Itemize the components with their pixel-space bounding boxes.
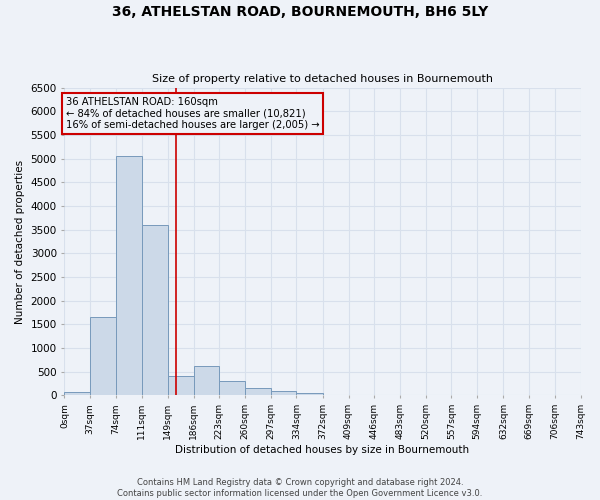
Bar bbox=[296, 392, 323, 396]
Bar bbox=[90, 318, 116, 396]
Bar bbox=[245, 388, 271, 396]
Title: Size of property relative to detached houses in Bournemouth: Size of property relative to detached ho… bbox=[152, 74, 493, 84]
X-axis label: Distribution of detached houses by size in Bournemouth: Distribution of detached houses by size … bbox=[175, 445, 470, 455]
Text: 36 ATHELSTAN ROAD: 160sqm
← 84% of detached houses are smaller (10,821)
16% of s: 36 ATHELSTAN ROAD: 160sqm ← 84% of detac… bbox=[66, 97, 319, 130]
Text: 36, ATHELSTAN ROAD, BOURNEMOUTH, BH6 5LY: 36, ATHELSTAN ROAD, BOURNEMOUTH, BH6 5LY bbox=[112, 5, 488, 19]
Bar bbox=[194, 366, 220, 396]
Bar bbox=[220, 381, 245, 396]
Bar bbox=[142, 225, 168, 396]
Text: Contains HM Land Registry data © Crown copyright and database right 2024.
Contai: Contains HM Land Registry data © Crown c… bbox=[118, 478, 482, 498]
Bar bbox=[64, 392, 90, 396]
Bar bbox=[116, 156, 142, 396]
Bar bbox=[168, 376, 194, 396]
Y-axis label: Number of detached properties: Number of detached properties bbox=[15, 160, 25, 324]
Bar bbox=[271, 390, 296, 396]
